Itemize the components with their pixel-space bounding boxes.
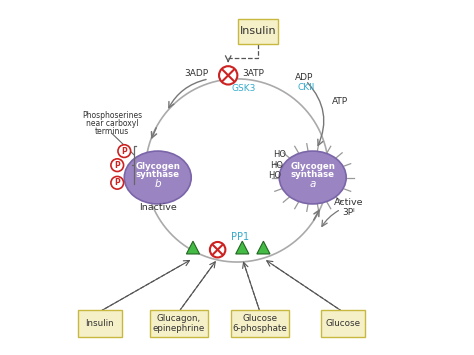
Circle shape xyxy=(111,159,124,171)
Text: Inactive: Inactive xyxy=(139,203,177,212)
Text: HO: HO xyxy=(268,171,281,180)
Text: P: P xyxy=(114,161,120,170)
Text: P: P xyxy=(121,147,127,155)
Text: a: a xyxy=(310,179,316,189)
Text: Active: Active xyxy=(334,198,364,207)
Text: b: b xyxy=(155,179,161,189)
FancyBboxPatch shape xyxy=(320,310,365,337)
Text: ADP: ADP xyxy=(295,73,313,82)
Circle shape xyxy=(118,145,131,157)
Polygon shape xyxy=(236,241,249,254)
Text: Glucagon,
epinephrine: Glucagon, epinephrine xyxy=(153,314,205,333)
Polygon shape xyxy=(186,241,200,254)
Text: Insulin: Insulin xyxy=(85,319,114,328)
Ellipse shape xyxy=(124,151,191,204)
FancyBboxPatch shape xyxy=(150,310,208,337)
Text: CKII: CKII xyxy=(298,83,315,92)
Circle shape xyxy=(219,66,237,84)
Ellipse shape xyxy=(279,151,346,204)
FancyBboxPatch shape xyxy=(231,310,289,337)
Text: synthase: synthase xyxy=(291,170,335,179)
Text: 3ADP: 3ADP xyxy=(185,69,209,78)
Text: Phosphoserines: Phosphoserines xyxy=(82,111,142,120)
Circle shape xyxy=(210,242,225,257)
Text: HO: HO xyxy=(273,150,286,159)
Text: synthase: synthase xyxy=(136,170,180,179)
Text: PP1: PP1 xyxy=(231,233,250,242)
Text: near carboxyl: near carboxyl xyxy=(86,120,138,129)
Text: P: P xyxy=(114,178,120,187)
Text: Glycogen: Glycogen xyxy=(135,163,180,171)
Text: Glucose
6-phosphate: Glucose 6-phosphate xyxy=(233,314,287,333)
FancyBboxPatch shape xyxy=(238,19,278,44)
FancyBboxPatch shape xyxy=(78,310,122,337)
Text: HO: HO xyxy=(270,161,283,170)
Text: 3Pᴵ: 3Pᴵ xyxy=(343,208,356,217)
Text: terminus: terminus xyxy=(95,127,129,136)
Text: Glucose: Glucose xyxy=(325,319,360,328)
Text: Insulin: Insulin xyxy=(240,26,276,36)
Polygon shape xyxy=(257,241,270,254)
Text: 3ATP: 3ATP xyxy=(242,69,264,78)
Text: GSK3: GSK3 xyxy=(232,84,256,93)
Circle shape xyxy=(111,176,124,189)
Text: ATP: ATP xyxy=(332,97,348,106)
Text: Glycogen: Glycogen xyxy=(290,163,335,171)
